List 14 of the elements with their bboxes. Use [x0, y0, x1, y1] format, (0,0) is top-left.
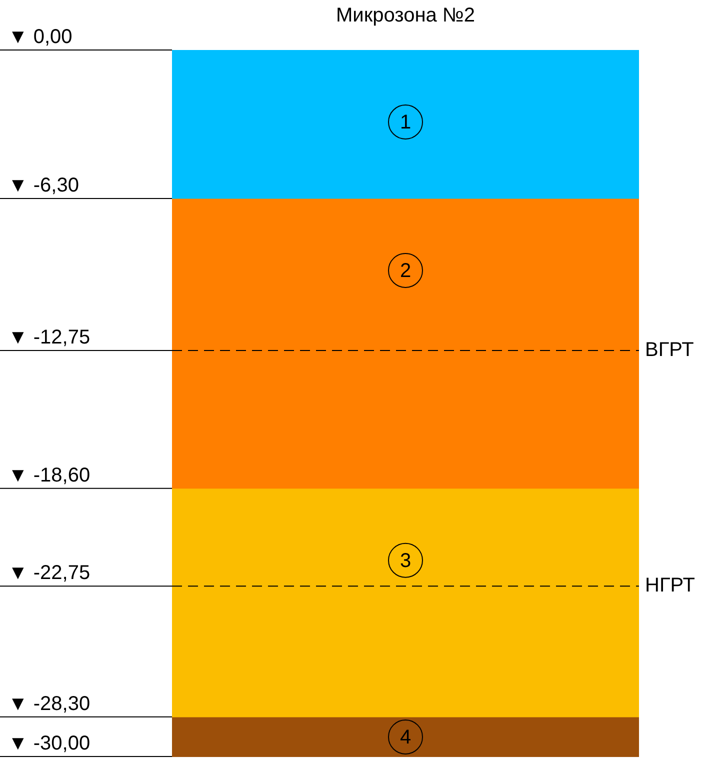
- chart-title: Микрозона №2: [336, 4, 475, 27]
- series-label: 1: [400, 112, 412, 134]
- ref-line-label: НГРТ: [645, 574, 695, 597]
- y-tick-label: ▼ -18,60: [8, 464, 90, 486]
- y-tick-label: ▼ -12,75: [8, 326, 90, 348]
- y-tick-label: ▼ -22,75: [8, 562, 90, 584]
- y-tick-label: ▼ 0,00: [8, 26, 72, 48]
- y-tick-label: ▼ -30,00: [8, 732, 90, 754]
- series-label: 3: [400, 550, 412, 572]
- series-label: 4: [400, 726, 412, 748]
- y-tick-label: ▼ -6,30: [8, 174, 79, 196]
- ref-line-label: ВГРТ: [645, 338, 694, 361]
- series-label: 2: [400, 260, 412, 282]
- y-tick-label: ▼ -28,30: [8, 692, 90, 715]
